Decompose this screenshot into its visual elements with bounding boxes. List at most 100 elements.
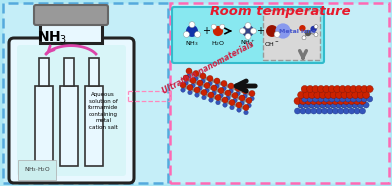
- Circle shape: [242, 25, 254, 37]
- Circle shape: [183, 75, 189, 81]
- Circle shape: [192, 88, 195, 92]
- Circle shape: [223, 103, 227, 107]
- Circle shape: [341, 104, 345, 108]
- Circle shape: [321, 108, 328, 114]
- Circle shape: [322, 92, 326, 96]
- Circle shape: [209, 98, 213, 102]
- Circle shape: [340, 98, 344, 102]
- FancyBboxPatch shape: [39, 58, 49, 86]
- Circle shape: [314, 92, 321, 99]
- Circle shape: [330, 102, 337, 108]
- Circle shape: [241, 106, 244, 109]
- Circle shape: [325, 92, 332, 99]
- Text: Metal ions: Metal ions: [279, 28, 315, 33]
- Circle shape: [366, 86, 373, 92]
- Circle shape: [243, 105, 249, 110]
- Circle shape: [310, 97, 317, 105]
- Circle shape: [187, 84, 193, 91]
- Circle shape: [323, 98, 327, 102]
- Circle shape: [239, 95, 245, 101]
- Circle shape: [200, 73, 206, 79]
- Circle shape: [219, 82, 222, 85]
- FancyBboxPatch shape: [34, 5, 108, 25]
- Circle shape: [310, 26, 317, 32]
- Circle shape: [246, 97, 252, 103]
- Circle shape: [237, 108, 241, 112]
- Text: H$_2$O: H$_2$O: [211, 40, 225, 48]
- Circle shape: [242, 88, 248, 94]
- Circle shape: [302, 98, 306, 102]
- Circle shape: [185, 86, 188, 89]
- Circle shape: [213, 26, 223, 36]
- Circle shape: [336, 92, 343, 99]
- Circle shape: [186, 68, 192, 74]
- Circle shape: [194, 87, 200, 93]
- Circle shape: [312, 86, 319, 92]
- Circle shape: [336, 102, 342, 108]
- Circle shape: [240, 101, 244, 105]
- Circle shape: [225, 90, 231, 96]
- Circle shape: [354, 97, 361, 105]
- Circle shape: [189, 22, 195, 28]
- Circle shape: [198, 86, 202, 90]
- Circle shape: [218, 87, 224, 94]
- Circle shape: [316, 92, 320, 96]
- FancyBboxPatch shape: [170, 3, 389, 183]
- FancyBboxPatch shape: [89, 58, 99, 86]
- Circle shape: [313, 98, 317, 102]
- FancyBboxPatch shape: [172, 7, 324, 63]
- Circle shape: [243, 94, 247, 98]
- Circle shape: [205, 88, 209, 93]
- Circle shape: [343, 97, 350, 105]
- Circle shape: [300, 108, 306, 114]
- Circle shape: [312, 96, 319, 102]
- Circle shape: [345, 98, 349, 102]
- Circle shape: [202, 84, 205, 87]
- Circle shape: [330, 92, 337, 99]
- Circle shape: [318, 86, 325, 92]
- Circle shape: [247, 103, 251, 108]
- Circle shape: [199, 91, 202, 94]
- Circle shape: [314, 33, 318, 37]
- Circle shape: [230, 105, 234, 110]
- Circle shape: [338, 92, 342, 96]
- Circle shape: [190, 78, 196, 84]
- Circle shape: [240, 28, 245, 34]
- Circle shape: [318, 96, 324, 102]
- Circle shape: [334, 96, 340, 102]
- Circle shape: [332, 108, 338, 114]
- Text: +: +: [256, 26, 264, 36]
- Circle shape: [214, 78, 220, 84]
- Circle shape: [222, 86, 226, 91]
- Circle shape: [336, 104, 340, 108]
- Circle shape: [352, 104, 356, 108]
- Circle shape: [359, 92, 363, 96]
- Text: NH$_3$·H$_2$O: NH$_3$·H$_2$O: [24, 166, 51, 174]
- Circle shape: [294, 108, 301, 114]
- Circle shape: [181, 88, 185, 92]
- Circle shape: [201, 89, 207, 95]
- FancyBboxPatch shape: [35, 86, 53, 166]
- Circle shape: [233, 98, 237, 103]
- Circle shape: [201, 79, 205, 83]
- Circle shape: [332, 97, 339, 105]
- Text: +: +: [202, 26, 210, 36]
- Circle shape: [316, 108, 322, 114]
- Circle shape: [319, 92, 326, 99]
- Circle shape: [216, 100, 220, 105]
- Text: NH$_3$: NH$_3$: [37, 30, 67, 46]
- Circle shape: [221, 81, 227, 86]
- Circle shape: [304, 104, 308, 108]
- Circle shape: [303, 102, 310, 108]
- Circle shape: [349, 92, 353, 96]
- Circle shape: [244, 99, 247, 102]
- FancyBboxPatch shape: [9, 38, 134, 183]
- Circle shape: [363, 102, 369, 108]
- Circle shape: [309, 102, 315, 108]
- Circle shape: [195, 81, 198, 85]
- Circle shape: [197, 80, 203, 86]
- Circle shape: [338, 108, 344, 114]
- Circle shape: [232, 92, 238, 99]
- Circle shape: [329, 98, 333, 102]
- Circle shape: [222, 97, 228, 103]
